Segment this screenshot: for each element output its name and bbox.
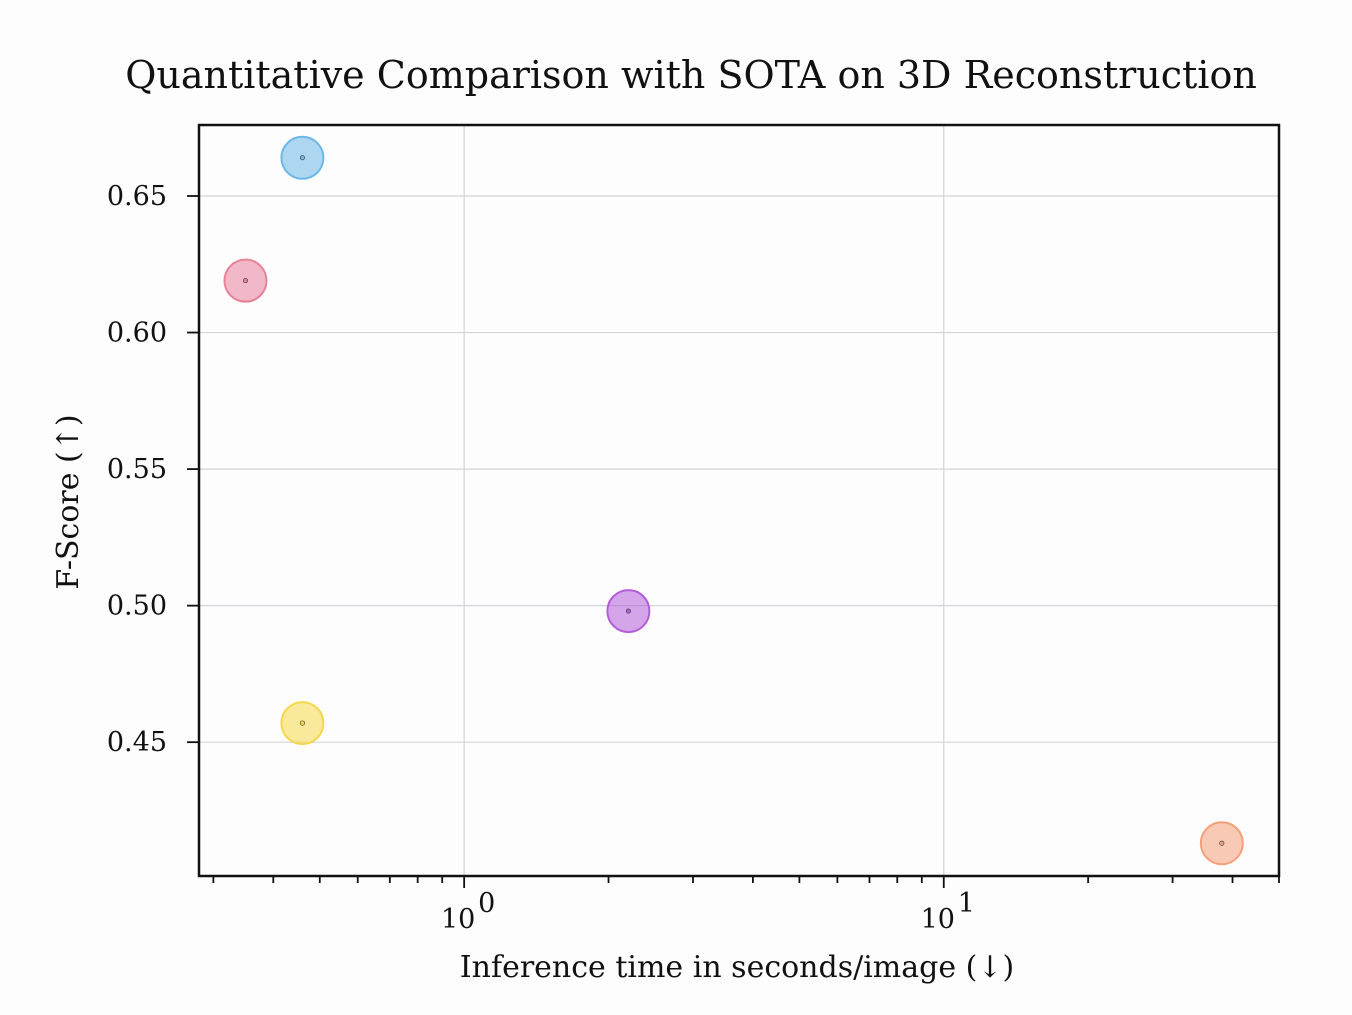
data-points [223, 135, 1244, 866]
data-point-center [299, 720, 305, 726]
y-tick-label: 0.65 [107, 181, 167, 212]
x-tick-label-exponent: 1 [958, 888, 975, 919]
x-tick-label: 10 [441, 904, 475, 935]
y-tick-label: 0.60 [107, 318, 167, 349]
y-axis-label: F-Score (↑) [51, 414, 86, 589]
x-tick-label-exponent: 0 [478, 888, 495, 919]
data-point-center [1219, 840, 1225, 846]
y-tick-label: 0.50 [107, 591, 167, 622]
plot-frame [197, 123, 1281, 878]
x-axis-label: Inference time in seconds/image (↓) [460, 950, 1014, 985]
y-axis: 0.45 0.50 0.55 0.60 0.65 [107, 181, 199, 758]
y-tick-label: 0.55 [107, 454, 167, 485]
data-point-center [625, 608, 631, 614]
data-point-center [242, 278, 248, 284]
x-tick-label: 10 [921, 904, 955, 935]
data-point-center [299, 155, 305, 161]
grid [199, 125, 1279, 876]
chart-title: Quantitative Comparison with SOTA on 3D … [125, 53, 1257, 97]
y-tick-label: 0.45 [107, 727, 167, 758]
